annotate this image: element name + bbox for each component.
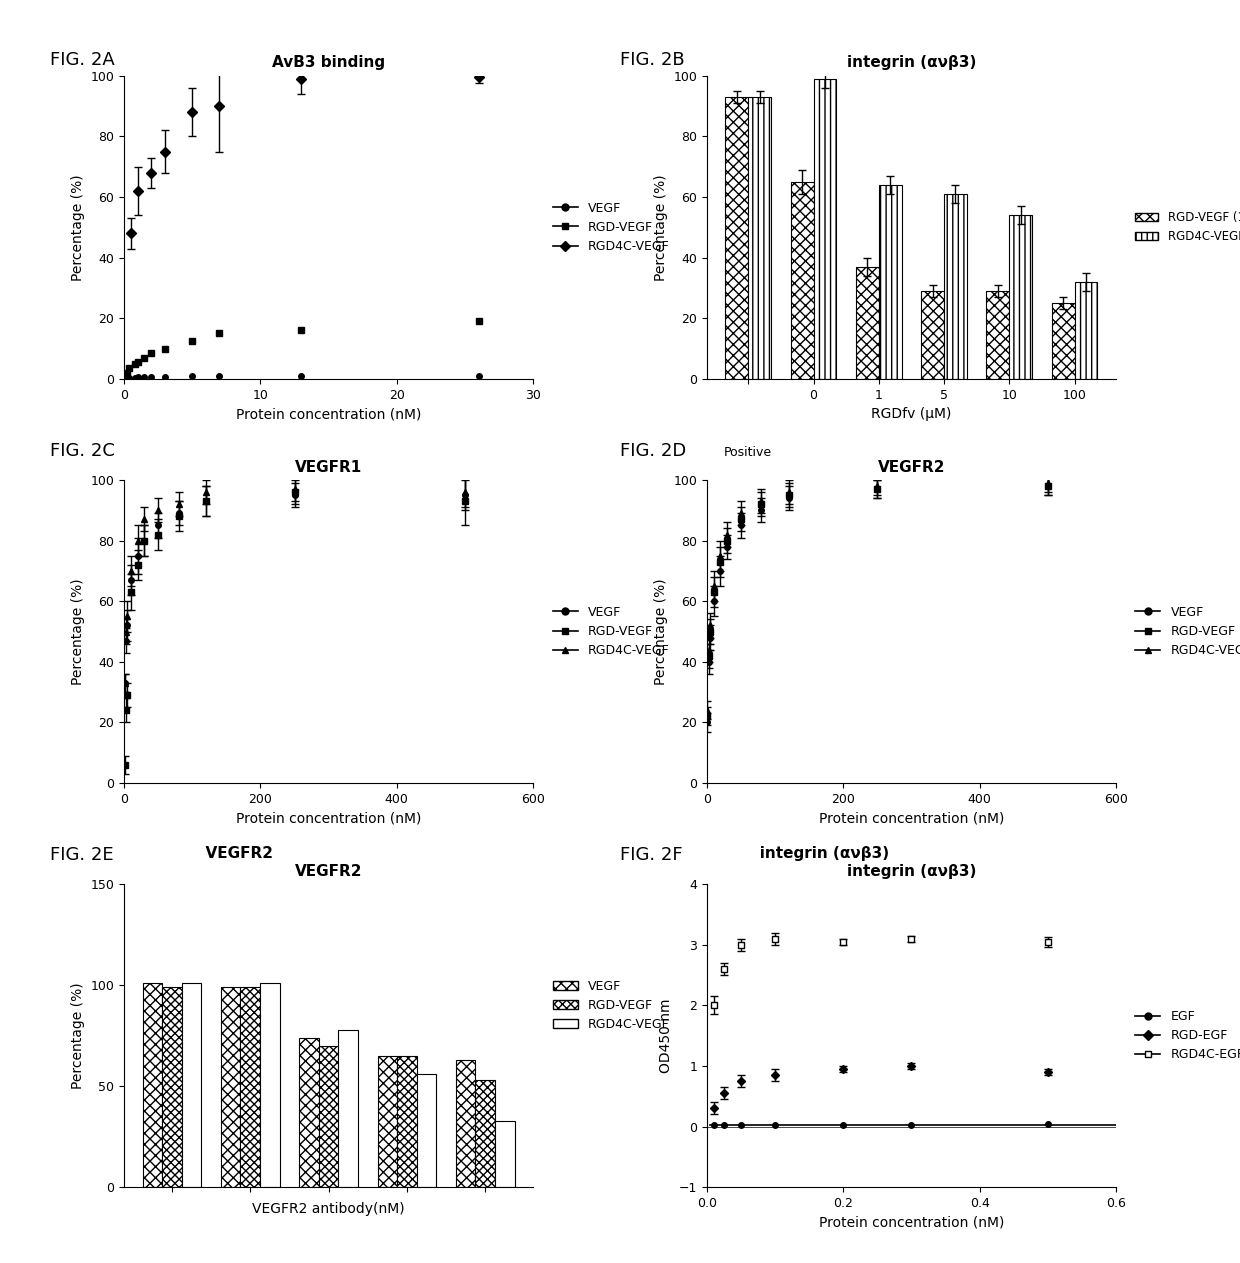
Bar	[495, 1120, 515, 1187]
Y-axis label: Percentage (%): Percentage (%)	[71, 578, 84, 685]
Bar	[260, 983, 280, 1187]
Bar	[182, 983, 201, 1187]
Title: VEGFR2: VEGFR2	[878, 460, 945, 475]
Bar	[377, 1056, 397, 1187]
Bar	[319, 1046, 339, 1187]
Bar	[162, 988, 182, 1187]
Title: VEGFR1: VEGFR1	[295, 460, 362, 475]
Bar	[725, 97, 748, 379]
X-axis label: VEGFR2 antibody(nM): VEGFR2 antibody(nM)	[252, 1202, 405, 1216]
Title: AvB3 binding: AvB3 binding	[272, 56, 386, 71]
Bar	[1009, 215, 1032, 379]
Bar	[241, 988, 260, 1187]
Legend: EGF, RGD-EGF, RGD4C-EGF: EGF, RGD-EGF, RGD4C-EGF	[1131, 1005, 1240, 1066]
Bar	[987, 290, 1009, 379]
Text: FIG. 2B: FIG. 2B	[620, 51, 684, 68]
Title: integrin (ανβ3): integrin (ανβ3)	[847, 864, 976, 879]
Bar	[921, 290, 944, 379]
Y-axis label: Percentage (%): Percentage (%)	[71, 174, 84, 280]
Bar	[944, 195, 967, 379]
X-axis label: Protein concentration (nM): Protein concentration (nM)	[818, 1215, 1004, 1229]
Title: VEGFR2: VEGFR2	[295, 864, 362, 879]
Text: FIG. 2D: FIG. 2D	[620, 442, 686, 460]
Legend: RGD-VEGF (10nM), RGD4C-VEGF (10nM): RGD-VEGF (10nM), RGD4C-VEGF (10nM)	[1130, 207, 1240, 248]
Bar	[456, 1060, 475, 1187]
Y-axis label: OD450 nm: OD450 nm	[660, 999, 673, 1072]
X-axis label: Protein concentration (nM): Protein concentration (nM)	[236, 811, 422, 825]
X-axis label: RGDfv (μM): RGDfv (μM)	[872, 407, 951, 421]
Text: VEGFR2: VEGFR2	[174, 846, 273, 861]
Text: Positive: Positive	[724, 446, 773, 458]
Bar	[1052, 303, 1075, 379]
Legend: VEGF, RGD-VEGF, RGD4C-VEGF: VEGF, RGD-VEGF, RGD4C-VEGF	[548, 975, 675, 1036]
Bar	[475, 1080, 495, 1187]
Text: FIG. 2E: FIG. 2E	[50, 846, 113, 864]
Text: FIG. 2C: FIG. 2C	[50, 442, 114, 460]
Text: integrin (ανβ3): integrin (ανβ3)	[744, 846, 889, 861]
Y-axis label: Percentage (%): Percentage (%)	[653, 578, 667, 685]
Text: FIG. 2A: FIG. 2A	[50, 51, 114, 68]
Bar	[397, 1056, 417, 1187]
Legend: VEGF, RGD-VEGF, RGD4C-VEGF: VEGF, RGD-VEGF, RGD4C-VEGF	[548, 601, 675, 662]
X-axis label: Protein concentration (nM): Protein concentration (nM)	[818, 811, 1004, 825]
Legend: VEGF, RGD-VEGF, RGD4C-VEGF: VEGF, RGD-VEGF, RGD4C-VEGF	[1131, 601, 1240, 662]
Bar	[339, 1029, 358, 1187]
Bar	[1075, 282, 1097, 379]
Text: FIG. 2F: FIG. 2F	[620, 846, 683, 864]
Y-axis label: Percentage (%): Percentage (%)	[653, 174, 667, 280]
Bar	[813, 78, 836, 379]
Y-axis label: Percentage (%): Percentage (%)	[71, 983, 84, 1089]
Title: integrin (ανβ3): integrin (ανβ3)	[847, 56, 976, 71]
Legend: VEGF, RGD-VEGF, RGD4C-VEGF: VEGF, RGD-VEGF, RGD4C-VEGF	[548, 197, 675, 258]
Bar	[221, 988, 241, 1187]
Bar	[879, 184, 901, 379]
Bar	[791, 182, 813, 379]
Bar	[143, 983, 162, 1187]
Bar	[417, 1074, 436, 1187]
Bar	[299, 1038, 319, 1187]
Bar	[748, 97, 771, 379]
Bar	[856, 266, 879, 379]
X-axis label: Protein concentration (nM): Protein concentration (nM)	[236, 407, 422, 421]
